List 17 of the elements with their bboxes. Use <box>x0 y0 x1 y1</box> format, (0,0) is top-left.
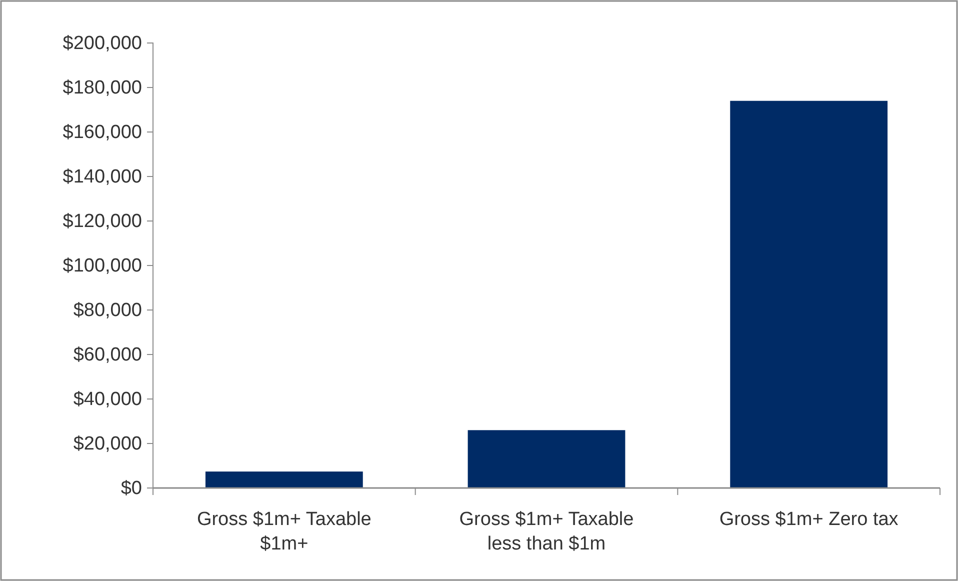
bar <box>205 472 363 488</box>
y-tick-label: $180,000 <box>62 78 142 99</box>
y-tick-label: $0 <box>120 478 142 500</box>
y-tick-label: $40,000 <box>73 389 142 410</box>
bar <box>730 100 888 488</box>
y-tick-label: $100,000 <box>62 256 142 277</box>
bar <box>468 430 626 488</box>
y-tick-label: $20,000 <box>73 434 142 455</box>
y-tick-label: $80,000 <box>73 300 142 322</box>
x-tick-label: Gross $1m+ Zero tax <box>719 509 899 530</box>
y-tick-label: $140,000 <box>62 166 142 188</box>
y-tick-label: $120,000 <box>62 211 142 232</box>
y-tick-label: $200,000 <box>62 33 142 54</box>
x-tick-label: Gross $1m+ Taxable $1m+ <box>196 509 372 555</box>
x-tick-label: Gross $1m+ Taxable less than $1m <box>459 509 634 555</box>
y-tick-label: $160,000 <box>62 122 142 144</box>
y-tick-label: $60,000 <box>73 344 142 366</box>
